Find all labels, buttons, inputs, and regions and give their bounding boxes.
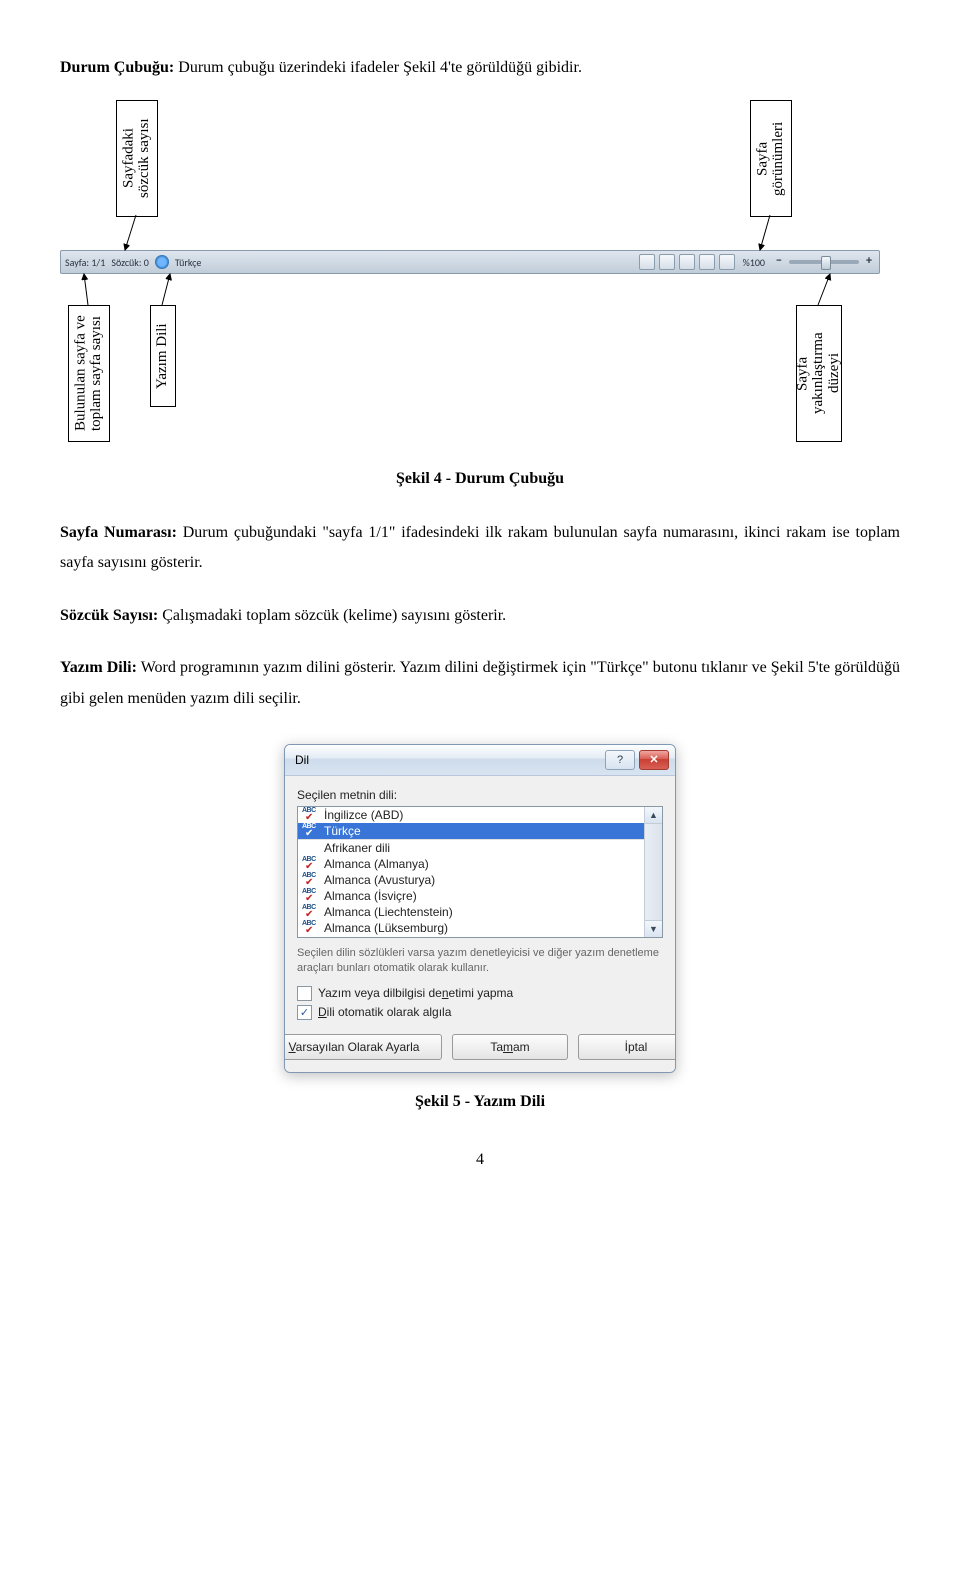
checkbox-2[interactable]: ✓: [297, 1005, 312, 1020]
checkbox-1-label: Yazım veya dilbilgisi denetimi yapma: [318, 986, 513, 1000]
ok-button[interactable]: Tamam: [452, 1034, 568, 1060]
dialog-title: Dil: [295, 753, 601, 767]
language-option-label: Almanca (İsviçre): [324, 889, 417, 903]
language-option[interactable]: Almanca (Avusturya): [298, 872, 662, 888]
dialog-titlebar: Dil ? ✕: [285, 745, 675, 776]
language-option-label: Almanca (Almanya): [324, 857, 429, 871]
checkbox-1[interactable]: [297, 986, 312, 1001]
para-page-number: Sayfa Numarası: Durum çubuğundaki "sayfa…: [60, 518, 900, 579]
default-button[interactable]: Varsayılan Olarak Ayarla: [284, 1034, 442, 1060]
page-number: 4: [60, 1151, 900, 1169]
language-option[interactable]: Türkçe: [298, 823, 662, 839]
status-bar-diagram: Sayfadaki sözcük sayısı Sayfa görünümler…: [60, 100, 880, 440]
language-option[interactable]: Almanca (Lüksemburg): [298, 920, 662, 936]
language-option[interactable]: Afrikaner dili: [298, 840, 662, 856]
para-language: Yazım Dili: Word programının yazım dilin…: [60, 653, 900, 714]
checkbox-row-1[interactable]: Yazım veya dilbilgisi denetimi yapma: [297, 986, 663, 1001]
intro-bold: Durum Çubuğu:: [60, 59, 174, 76]
checkbox-2-label: Dili otomatik olarak algıla: [318, 1005, 451, 1019]
language-dialog: Dil ? ✕ Seçilen metnin dili: İngilizce (…: [284, 744, 676, 1073]
language-option[interactable]: İngilizce (ABD): [298, 807, 662, 823]
language-option[interactable]: Almanca (Liechtenstein): [298, 904, 662, 920]
intro-paragraph: Durum Çubuğu: Durum çubuğu üzerindeki if…: [60, 56, 900, 80]
language-option-label: Türkçe: [324, 824, 361, 838]
language-option[interactable]: Almanca (Almanya): [298, 856, 662, 872]
figure-5-caption: Şekil 5 - Yazım Dili: [60, 1093, 900, 1111]
spellcheck-icon: [302, 824, 320, 837]
spellcheck-icon: [302, 873, 320, 886]
spellcheck-icon: [302, 808, 320, 821]
checkbox-row-2[interactable]: ✓ Dili otomatik olarak algıla: [297, 1005, 663, 1020]
language-option[interactable]: Almanca (İsviçre): [298, 888, 662, 904]
spellcheck-icon: [302, 857, 320, 870]
scroll-up-icon[interactable]: ▲: [645, 807, 662, 824]
spellcheck-icon: [302, 905, 320, 918]
para-word-count: Sözcük Sayısı: Çalışmadaki toplam sözcük…: [60, 601, 900, 631]
language-option-label: İngilizce (ABD): [324, 808, 403, 822]
listbox-scrollbar[interactable]: ▲ ▼: [644, 807, 662, 937]
dialog-label: Seçilen metnin dili:: [297, 788, 663, 802]
diagram-arrows: [60, 100, 880, 440]
figure-4-caption: Şekil 4 - Durum Çubuğu: [60, 470, 900, 488]
help-button[interactable]: ?: [605, 750, 635, 770]
intro-rest: Durum çubuğu üzerindeki ifadeler Şekil 4…: [178, 59, 582, 76]
language-option-label: Almanca (Liechtenstein): [324, 905, 453, 919]
spellcheck-icon: [302, 921, 320, 934]
language-option-label: Almanca (Lüksemburg): [324, 921, 448, 935]
language-option-label: Almanca (Avusturya): [324, 873, 435, 887]
cancel-button[interactable]: İptal: [578, 1034, 676, 1060]
language-listbox[interactable]: İngilizce (ABD) Türkçe Afrikaner dili Alman…: [297, 806, 663, 938]
language-option-label: Afrikaner dili: [324, 841, 390, 855]
spellcheck-icon: [302, 889, 320, 902]
close-button[interactable]: ✕: [639, 750, 669, 770]
dialog-hint: Seçilen dilin sözlükleri varsa yazım den…: [297, 946, 663, 976]
scroll-down-icon[interactable]: ▼: [645, 920, 662, 937]
